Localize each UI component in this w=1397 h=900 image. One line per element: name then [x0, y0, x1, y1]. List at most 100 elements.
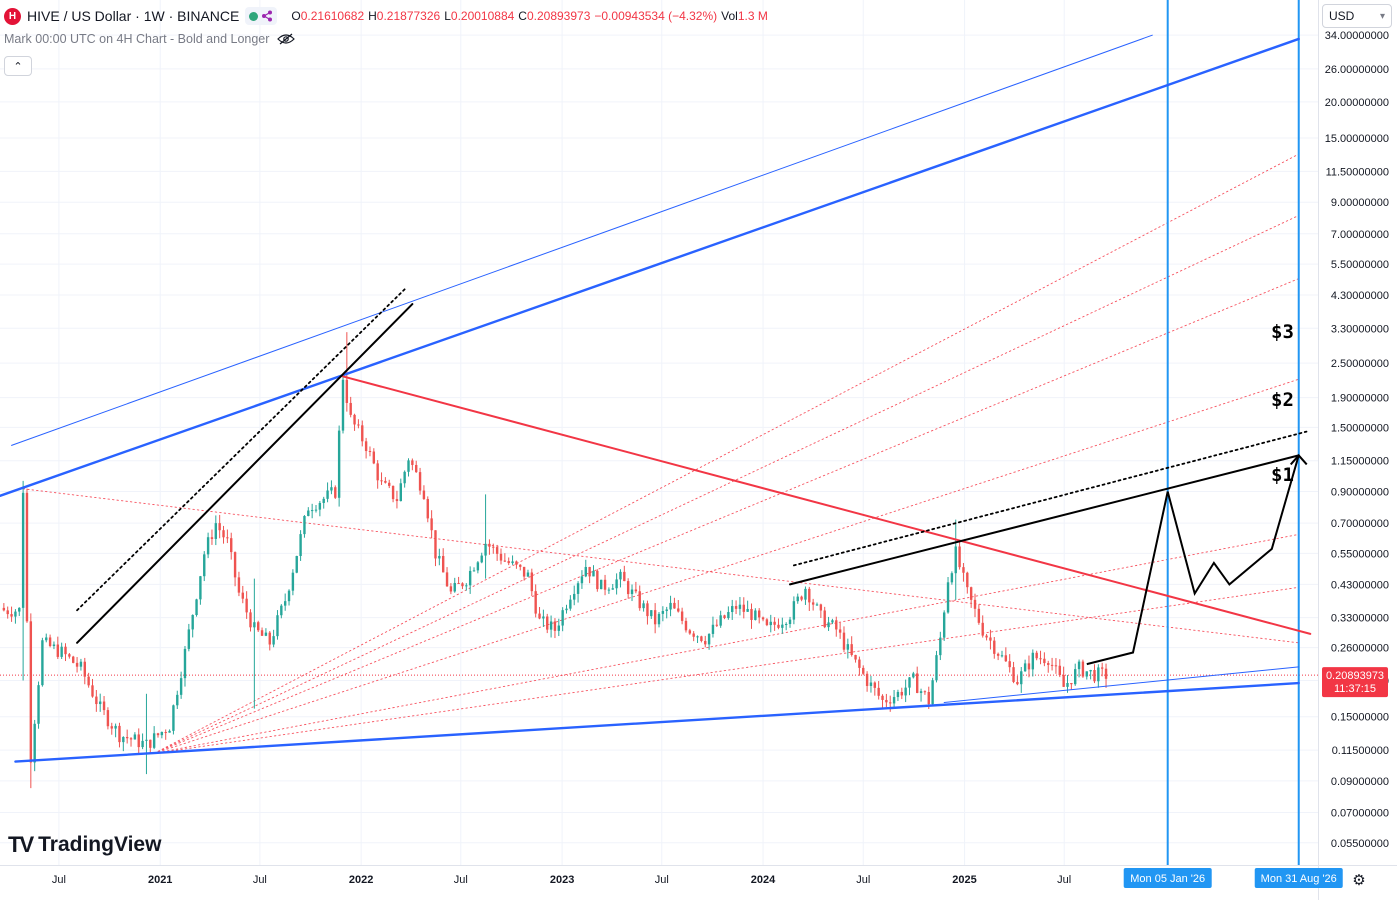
- candle-body: [149, 739, 152, 748]
- candle-body: [761, 617, 765, 620]
- time-axis[interactable]: Jul 2021 Jul 2022 Jul 2023 Jul 2024 Jul 2025 Jul Mo…: [0, 865, 1397, 900]
- candle-body: [314, 509, 318, 511]
- candle-body: [418, 472, 422, 491]
- candle-body: [993, 640, 996, 654]
- candle-body: [784, 623, 788, 625]
- tradingview-logo[interactable]: TV TradingView: [8, 832, 161, 858]
- currency-select[interactable]: USD ▾: [1322, 4, 1392, 28]
- candle-body: [738, 604, 742, 609]
- price-tick-label: 11.50000000: [1326, 166, 1389, 178]
- candle-body: [1043, 658, 1046, 664]
- candle-body: [862, 667, 865, 674]
- candle-body: [881, 695, 884, 700]
- candle-body: [468, 570, 472, 586]
- candle-body: [64, 646, 67, 655]
- candle-body: [996, 653, 1000, 656]
- candle-body: [757, 610, 761, 618]
- candle-body: [661, 611, 665, 614]
- currency-value: USD: [1329, 9, 1355, 23]
- symbol-title[interactable]: HIVE / US Dollar · 1W · BINANCE: [27, 8, 240, 24]
- candle-body: [969, 587, 973, 600]
- candle-body: [222, 530, 225, 538]
- candle-body: [461, 583, 464, 587]
- candle-body: [29, 621, 33, 763]
- red-dotted-diagonal: [22, 488, 1300, 644]
- candle-body: [6, 610, 9, 615]
- candle-body: [168, 730, 171, 733]
- candle-body: [962, 567, 965, 573]
- candle-body: [561, 610, 564, 626]
- ohlc-close: C0.20893973: [518, 9, 591, 23]
- candle-body: [935, 655, 938, 681]
- candle-body: [449, 586, 453, 592]
- candle-body: [407, 460, 410, 472]
- candlestick-series: [2, 332, 1108, 789]
- candle-body: [599, 579, 603, 590]
- collapse-legend-button[interactable]: ⌃: [4, 56, 32, 76]
- compare-pill[interactable]: [245, 7, 278, 25]
- candle-body: [642, 603, 645, 609]
- candle-body: [453, 582, 456, 592]
- candle-body: [734, 606, 738, 609]
- candle-body: [291, 572, 295, 591]
- candle-body: [515, 561, 518, 565]
- candle-body: [152, 733, 156, 748]
- candle-body: [865, 673, 869, 686]
- candle-body: [488, 543, 491, 547]
- candle-body: [141, 740, 144, 748]
- candle-body: [669, 602, 672, 610]
- candle-body: [765, 619, 769, 626]
- candle-body: [334, 487, 337, 498]
- candle-body: [565, 608, 568, 611]
- candle-body: [503, 560, 507, 562]
- price-axis[interactable]: 34.00000000 26.00000000 20.00000000 15.0000…: [1318, 0, 1397, 900]
- candle-body: [1058, 665, 1061, 676]
- candle-body: [33, 723, 36, 763]
- candle-body: [299, 534, 302, 556]
- candle-body: [1039, 658, 1042, 660]
- price-target-label: $3: [1271, 321, 1294, 343]
- gear-icon[interactable]: ⚙: [1352, 872, 1366, 889]
- red-fan-line: [153, 278, 1300, 754]
- candle-body: [850, 644, 853, 655]
- red-fan-line: [153, 378, 1300, 754]
- candle-body: [842, 632, 846, 650]
- red-fan-line: [153, 214, 1300, 754]
- price-tick-label: 7.00000000: [1331, 229, 1389, 241]
- time-tick-label: Jul: [454, 874, 468, 886]
- candle-body: [592, 570, 595, 577]
- price-axis-bg: [1318, 0, 1397, 900]
- candle-body: [615, 579, 618, 589]
- price-tick-label: 0.55000000: [1331, 548, 1389, 560]
- candle-body: [580, 576, 584, 584]
- candle-body: [908, 677, 911, 688]
- candle-body: [673, 602, 676, 609]
- candle-body: [1062, 675, 1065, 687]
- candle-body: [210, 537, 214, 539]
- candle-body: [110, 726, 113, 729]
- candle-body: [723, 615, 726, 619]
- candle-body: [48, 637, 52, 647]
- candle-body: [499, 553, 503, 561]
- price-tick-label: 20.00000000: [1325, 97, 1389, 109]
- candle-body: [457, 582, 460, 584]
- candle-body: [603, 579, 607, 590]
- black-trendline: [76, 303, 414, 644]
- eye-hidden-icon[interactable]: [277, 33, 296, 45]
- candle-body: [241, 592, 244, 599]
- projection-path: [1086, 455, 1300, 666]
- candle-body: [245, 598, 248, 613]
- candle-body: [831, 620, 834, 623]
- mark-note[interactable]: Mark 00:00 UTC on 4H Chart - Bold and Lo…: [4, 32, 270, 46]
- candle-body: [380, 480, 383, 482]
- candle-body: [576, 583, 580, 594]
- candle-body: [773, 621, 776, 625]
- candle-body: [896, 691, 900, 698]
- candle-body: [677, 608, 680, 612]
- candle-body: [815, 604, 819, 606]
- candle-body: [310, 510, 314, 512]
- red-fan-line: [153, 586, 1300, 754]
- candle-body: [83, 661, 86, 677]
- candle-body: [1085, 671, 1088, 677]
